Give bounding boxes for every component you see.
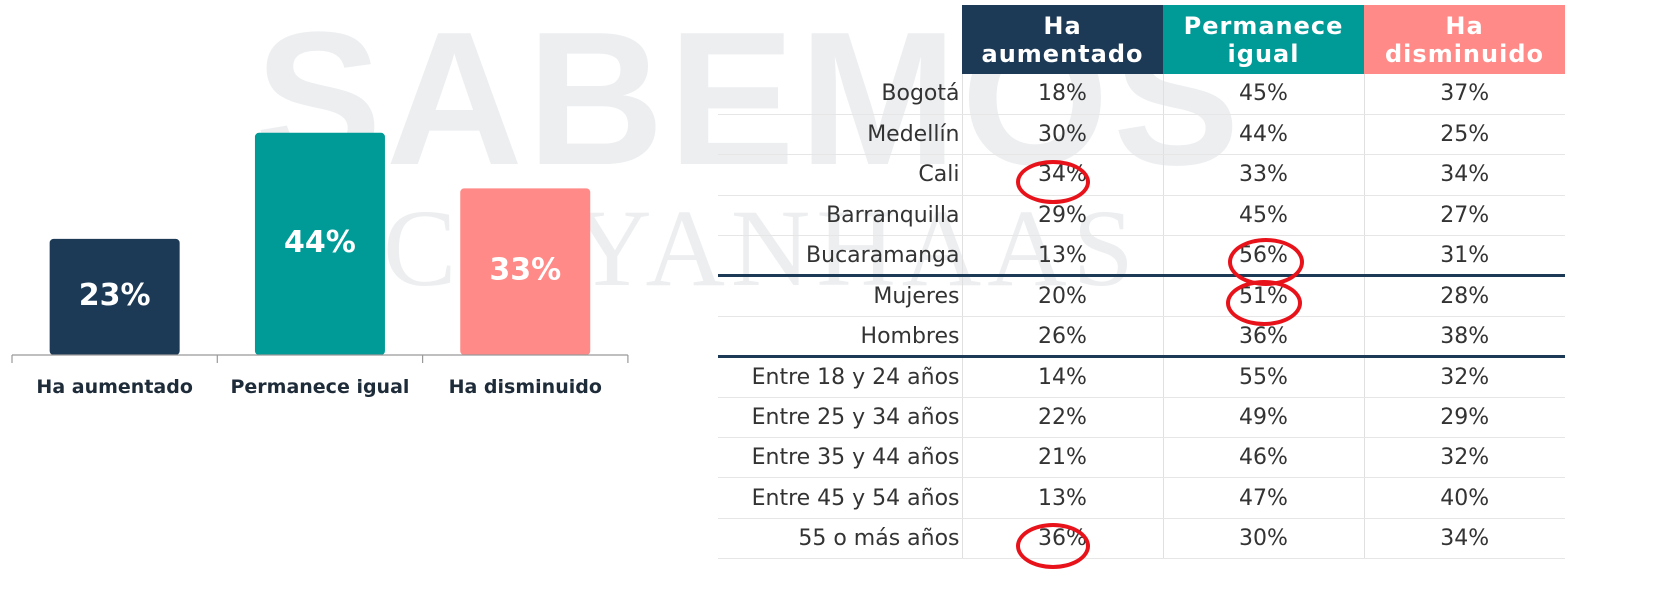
row-label: Barranquilla xyxy=(718,195,962,237)
highlight-circle xyxy=(1016,523,1090,569)
row-label: Mujeres xyxy=(718,275,962,317)
x-tick-label: Ha aumentado xyxy=(36,376,192,398)
cell: 29% xyxy=(1363,397,1565,439)
cell: 26% xyxy=(961,316,1163,359)
highlight-circle xyxy=(1226,280,1302,326)
table-row: Entre 18 y 24 años 14% 55% 32% xyxy=(718,356,1565,398)
cell: 18% xyxy=(961,74,1163,115)
data-label: 44% xyxy=(284,225,356,260)
cell: 22% xyxy=(961,397,1163,439)
x-tick-label: Permanece igual xyxy=(230,376,409,398)
cell: 27% xyxy=(1363,195,1565,237)
cell: 28% xyxy=(1363,275,1565,317)
row-label: Cali xyxy=(718,154,962,196)
cell: 13% xyxy=(961,477,1163,519)
bar xyxy=(460,188,591,355)
table-row: Medellín 30% 44% 25% xyxy=(718,114,1565,156)
cell: 32% xyxy=(1363,437,1565,479)
highlight-circle xyxy=(1228,238,1304,286)
cell: 25% xyxy=(1363,114,1565,156)
row-label: Bucaramanga xyxy=(718,235,962,278)
cell: 30% xyxy=(1162,518,1364,560)
table-row: Entre 25 y 34 años 22% 49% 29% xyxy=(718,397,1565,439)
cell: 14% xyxy=(961,356,1163,398)
row-label: Entre 35 y 44 años xyxy=(718,437,962,479)
row-label: Medellín xyxy=(718,114,962,156)
table-row: Mujeres 20% 51% 28% xyxy=(718,275,1565,317)
table-row: Hombres 26% 36% 38% xyxy=(718,316,1565,359)
header-corner xyxy=(718,5,962,74)
cell: 21% xyxy=(961,437,1163,479)
bar xyxy=(254,132,385,355)
cell: 34% xyxy=(1363,154,1565,196)
row-label: Hombres xyxy=(718,316,962,359)
column-header: Ha aumentado xyxy=(962,5,1163,74)
cell: 46% xyxy=(1162,437,1364,479)
cell: 40% xyxy=(1363,477,1565,519)
table-row: Bogotá 18% 45% 37% xyxy=(718,74,1565,115)
cell: 37% xyxy=(1363,74,1565,115)
x-tick-label: Ha disminuido xyxy=(449,376,602,398)
data-label: 33% xyxy=(489,253,561,288)
cell: 33% xyxy=(1162,154,1364,196)
cell: 31% xyxy=(1363,235,1565,278)
table-row: Barranquilla 29% 45% 27% xyxy=(718,195,1565,237)
row-label: 55 o más años xyxy=(718,518,962,560)
cell: 30% xyxy=(961,114,1163,156)
table: Ha aumentado Permanece igual Ha disminuido… xyxy=(718,5,1565,560)
highlight-circle xyxy=(1016,160,1090,204)
cell: 55% xyxy=(1162,356,1364,398)
table-row: Cali 34% 33% 34% xyxy=(718,154,1565,196)
cell: 49% xyxy=(1162,397,1364,439)
cell: 34% xyxy=(1363,518,1565,560)
chart: 23% Ha aumentado 44% Permanece igual 33% Ha d… xyxy=(11,132,629,398)
table-row: 55 o más años 36% 30% 34% xyxy=(718,518,1565,560)
table-row: Entre 35 y 44 años 21% 46% 32% xyxy=(718,437,1565,479)
cell: 44% xyxy=(1162,114,1364,156)
cell: 20% xyxy=(961,275,1163,317)
table-row: Bucaramanga 13% 56% 31% xyxy=(718,235,1565,278)
header-row: Ha aumentado Permanece igual Ha disminuido xyxy=(718,5,1565,74)
data-label: 23% xyxy=(79,278,151,313)
row-label: Bogotá xyxy=(718,74,962,115)
cell: 13% xyxy=(961,235,1163,278)
column-header: Ha disminuido xyxy=(1364,5,1565,74)
bar xyxy=(49,238,180,355)
cell: 45% xyxy=(1162,74,1364,115)
table-row: Entre 45 y 54 años 13% 47% 40% xyxy=(718,477,1565,519)
row-label: Entre 45 y 54 años xyxy=(718,477,962,519)
cell: 45% xyxy=(1162,195,1364,237)
column-header: Permanece igual xyxy=(1163,5,1364,74)
cell: 32% xyxy=(1363,356,1565,398)
cell: 47% xyxy=(1162,477,1364,519)
row-label: Entre 18 y 24 años xyxy=(718,356,962,398)
row-label: Entre 25 y 34 años xyxy=(718,397,962,439)
cell: 38% xyxy=(1363,316,1565,359)
